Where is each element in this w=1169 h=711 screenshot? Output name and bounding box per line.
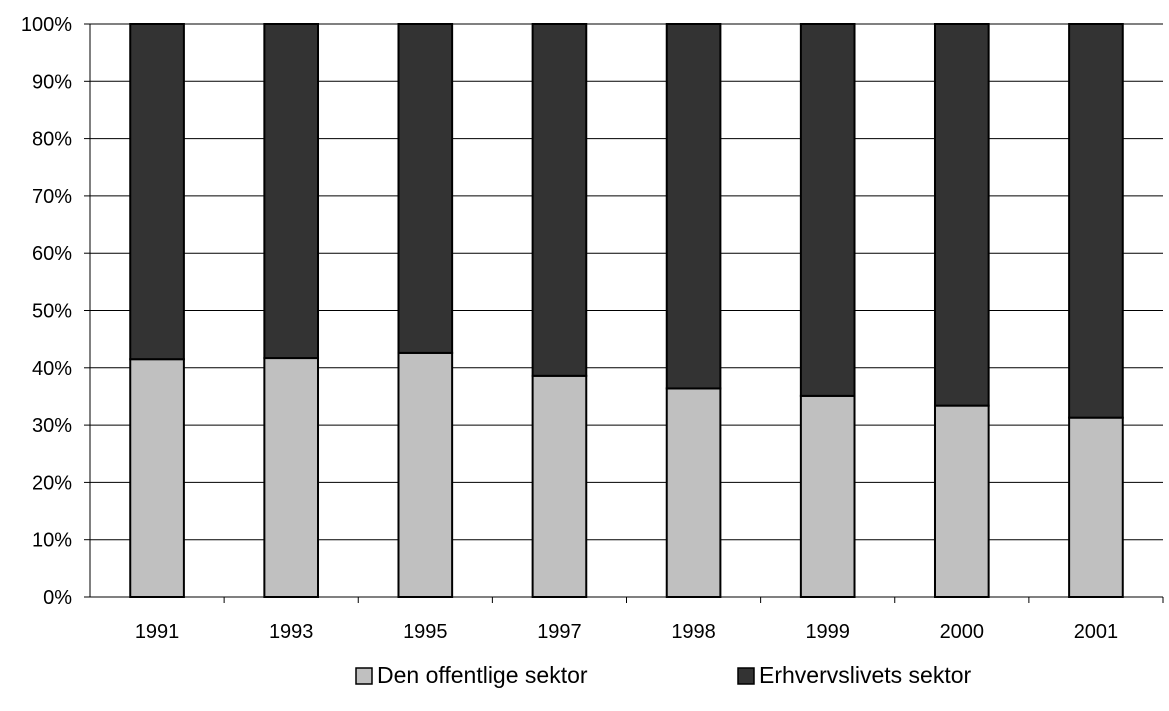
bar-segment-business: [531, 23, 588, 377]
bar-segment-public: [665, 387, 722, 599]
bar-segment-business: [933, 23, 990, 407]
x-tick-label: 1998: [671, 621, 716, 643]
y-tick-label: 90%: [32, 71, 72, 93]
x-tick-label: 2001: [1074, 621, 1119, 643]
y-tick-label: 20%: [32, 472, 72, 494]
legend-label-public: Den offentlige sektor: [377, 662, 588, 688]
bar-segment-business: [1068, 23, 1124, 419]
y-tick-label: 80%: [32, 129, 72, 151]
y-tick-label: 40%: [32, 358, 72, 380]
y-tick-label: 50%: [32, 301, 72, 323]
bar-segment-business: [263, 23, 320, 360]
gridlines: [90, 23, 1163, 541]
y-tick-label: 10%: [32, 530, 72, 552]
legend: Den offentlige sektor Erhvervslivets sekt…: [355, 662, 972, 688]
y-tick-label: 0%: [43, 587, 72, 609]
legend-label-business: Erhvervslivets sektor: [759, 662, 972, 688]
y-tick-label: 70%: [32, 186, 72, 208]
bar-segment-business: [799, 23, 856, 397]
bar-segment-public: [799, 394, 856, 599]
x-tick-label: 1995: [403, 621, 448, 643]
legend-swatch-business: [737, 667, 755, 685]
bar-segment-business: [129, 23, 185, 361]
y-tick-label: 30%: [32, 415, 72, 437]
bar-segment-public: [129, 358, 185, 598]
axes: 0% 10% 20% 30% 40% 50% 60% 70% 80% 90% 100% 1991 199…: [21, 14, 1164, 643]
bar-segment-public: [263, 357, 320, 598]
legend-swatch-public: [355, 667, 373, 685]
x-tick-label: 2000: [940, 621, 985, 643]
bar-segment-public: [1068, 416, 1124, 598]
y-tick-label: 100%: [21, 14, 72, 36]
x-tick-label: 1999: [805, 621, 850, 643]
bar-segment-public: [933, 404, 990, 599]
x-tick-label: 1993: [269, 621, 314, 643]
bar-segment-public: [531, 374, 588, 598]
x-tick-label: 1991: [135, 621, 180, 643]
bar-segment-public: [397, 351, 454, 599]
y-tick-label: 60%: [32, 243, 72, 265]
x-tick-label: 1997: [537, 621, 582, 643]
bar-segment-business: [665, 23, 722, 390]
bar-segment-business: [397, 23, 454, 354]
